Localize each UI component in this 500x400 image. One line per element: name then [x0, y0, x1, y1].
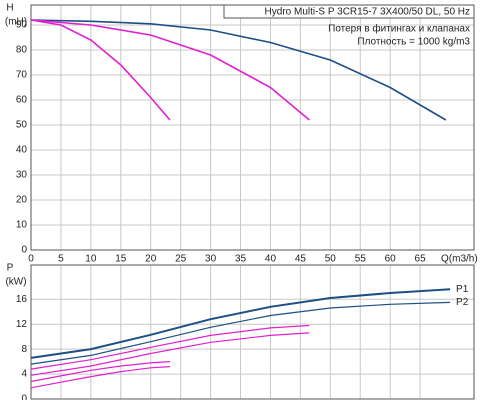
y-tick-label: 12	[16, 319, 28, 330]
x-tick-label: 30	[205, 254, 217, 265]
chart-title: Hydro Multi-S P 3CR15-7 3X400/50 DL, 50 …	[265, 7, 470, 18]
curve	[30, 288, 451, 359]
curve	[30, 19, 310, 121]
y-tick-label: 0	[21, 394, 27, 400]
y-axis-label: P	[7, 263, 14, 274]
y-tick-label: 10	[16, 220, 28, 231]
curve	[30, 361, 170, 383]
y-axis-label: H	[6, 3, 13, 14]
y-axis-unit: (kW)	[5, 277, 26, 288]
x-tick-label: 5	[58, 254, 64, 265]
title-box	[223, 4, 475, 19]
y-tick-label: 30	[16, 170, 28, 181]
x-tick-label: 40	[265, 254, 277, 265]
x-tick-label: 50	[325, 254, 337, 265]
series-label: P1	[456, 284, 469, 295]
curve	[30, 19, 171, 121]
curve	[30, 324, 310, 370]
x-tick-label: 45	[295, 254, 307, 265]
x-tick-label: 20	[145, 254, 157, 265]
y-tick-label: 20	[16, 195, 28, 206]
y-tick-label: 4	[21, 369, 27, 380]
series-label: P2	[456, 297, 469, 308]
y-axis-unit: (mH)	[5, 17, 27, 28]
plot-frame	[30, 264, 475, 400]
x-tick-label: 15	[115, 254, 127, 265]
x-tick-label: 0	[28, 254, 34, 265]
y-tick-label: 90	[16, 20, 28, 31]
y-tick-label: 8	[21, 344, 27, 355]
x-axis-label: Q(m3/h)	[441, 254, 478, 265]
annotation: Плотность = 1000 kg/m3	[357, 37, 470, 48]
x-tick-label: 25	[175, 254, 187, 265]
x-tick-label: 65	[415, 254, 427, 265]
y-tick-label: 60	[16, 95, 28, 106]
x-tick-label: 35	[235, 254, 247, 265]
curve	[30, 19, 447, 121]
y-tick-label: 40	[16, 145, 28, 156]
y-tick-label: 0	[21, 245, 27, 256]
y-tick-label: 16	[16, 294, 28, 305]
annotation: Потеря в фитингах и клапанах	[328, 23, 470, 35]
curve	[30, 301, 451, 365]
x-tick-label: 60	[385, 254, 397, 265]
x-tick-label: 10	[85, 254, 97, 265]
y-tick-label: 70	[16, 70, 28, 81]
curve	[30, 366, 170, 389]
curve	[30, 332, 310, 376]
y-tick-label: 80	[16, 45, 28, 56]
x-tick-label: 55	[355, 254, 367, 265]
y-tick-label: 50	[16, 120, 28, 131]
